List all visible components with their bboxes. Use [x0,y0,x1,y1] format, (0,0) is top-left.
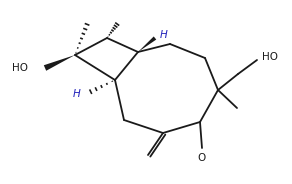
Text: HO: HO [262,52,278,62]
Polygon shape [138,36,156,52]
Text: HO: HO [12,63,28,73]
Text: H: H [72,89,80,99]
Text: O: O [198,153,206,163]
Text: H: H [160,30,168,40]
Polygon shape [44,55,75,71]
